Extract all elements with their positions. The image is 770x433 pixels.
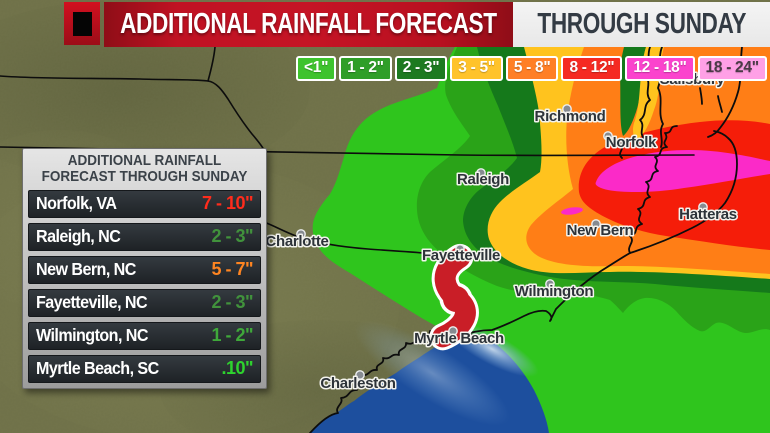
city-label-new-bern: New Bern [567,222,634,239]
legend-chip-18-24: 18 - 24" [697,56,767,81]
table-row: New Bern, NC 5 - 7" [28,256,261,284]
table-row: Raleigh, NC 2 - 3" [28,223,261,251]
city-label-fayetteville: Fayetteville [422,247,500,264]
subtitle-banner: THROUGH SUNDAY [513,2,770,47]
city-label-charleston: Charleston [320,375,395,392]
table-row: Myrtle Beach, SC .10" [28,355,261,383]
table-row: Fayetteville, NC 2 - 3" [28,289,261,317]
city-label-norfolk: Norfolk [606,134,657,151]
city-label-hatteras: Hatteras [679,206,737,223]
nc-sc-border [255,219,443,256]
twc-logo-square [72,11,92,36]
legend-chip-8-12: 8 - 12" [561,56,623,81]
rainfall-legend: <1" 1 - 2" 2 - 3" 3 - 5" 5 - 8" 8 - 12" … [296,56,770,81]
city-label-raleigh: Raleigh [457,171,509,188]
city-label-charlotte: Charlotte [265,233,328,250]
city-label-wilmington: Wilmington [515,283,594,300]
page-title: ADDITIONAL RAINFALL FORECAST [120,8,497,40]
tn-va-border [0,75,265,151]
table-row: Wilmington, NC 1 - 2" [28,322,261,350]
legend-chip-2-3: 2 - 3" [394,56,448,81]
outer-banks [629,130,738,254]
band-12-18-spot [561,207,583,215]
page-subtitle: THROUGH SUNDAY [537,8,746,40]
legend-chip-5-8: 5 - 8" [505,56,559,81]
legend-chip-1-2: 1 - 2" [339,56,392,81]
ky-va-border [207,46,216,82]
city-label-myrtle-beach: Myrtle Beach [414,330,504,347]
city-pins [296,104,708,380]
legend-chip-3-5: 3 - 5" [450,56,503,81]
rainfall-forecast-table: ADDITIONAL RAINFALL FORECAST THROUGH SUN… [22,148,267,389]
estuaries [628,125,678,254]
title-banner: ADDITIONAL RAINFALL FORECAST [104,2,513,47]
table-title: ADDITIONAL RAINFALL FORECAST THROUGH SUN… [41,152,248,185]
band-12-18-inch [595,150,770,193]
legend-chip-lt1: <1" [296,56,337,81]
rainfall-bands [310,47,770,433]
legend-chip-12-18: 12 - 18" [625,56,695,81]
city-label-richmond: Richmond [535,108,606,125]
table-row: Norfolk, VA 7 - 10" [28,190,261,218]
twc-logo [64,2,100,45]
